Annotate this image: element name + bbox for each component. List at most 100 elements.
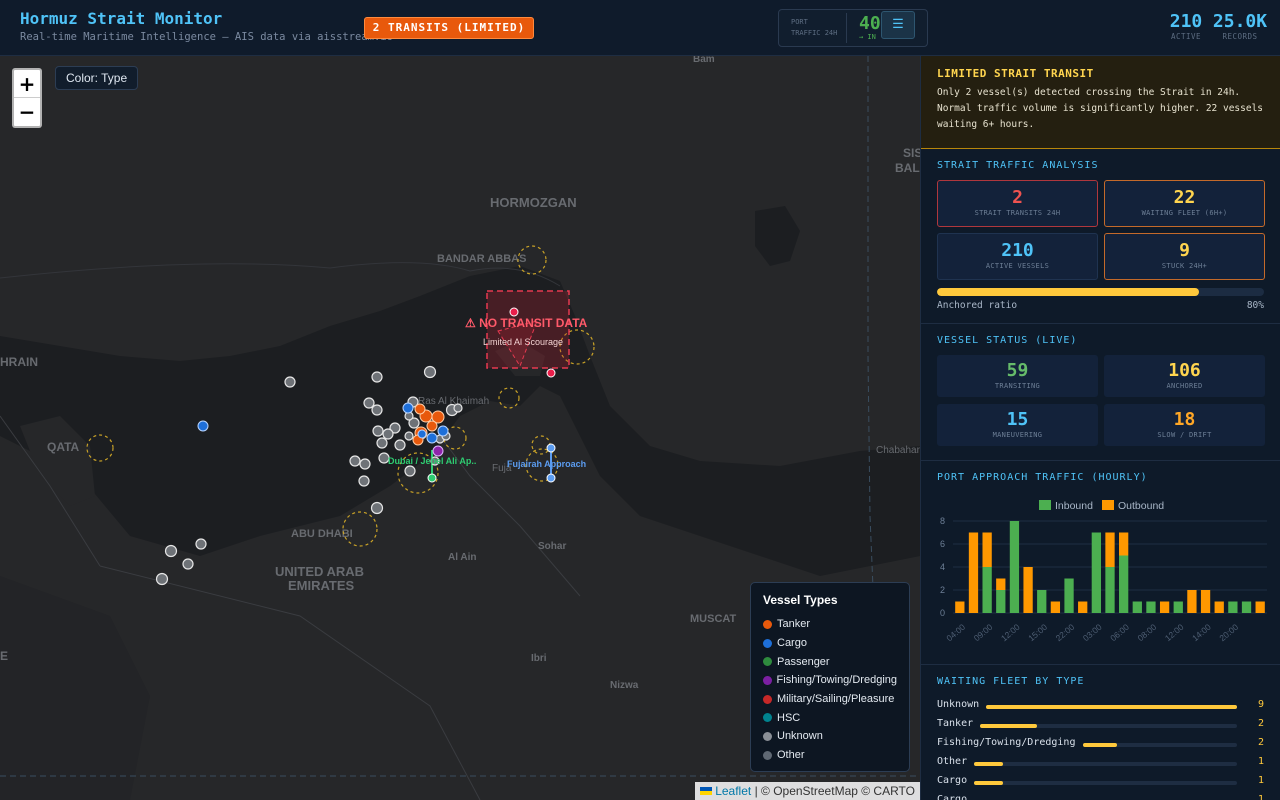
anchored-ratio-value: 80% [1246,300,1264,311]
place-label: Al Ain [448,552,477,563]
vessel-marker[interactable] [372,425,384,437]
anchored-ratio-fill [937,288,1199,296]
vessel-marker[interactable] [430,456,440,466]
y-tick-label: 6 [940,539,945,549]
vessel-marker[interactable] [182,558,194,570]
vessel-marker[interactable] [423,365,437,379]
vessel-marker[interactable] [164,544,178,558]
waiting-zone[interactable] [498,387,520,409]
vessel-marker[interactable] [432,445,444,457]
place-label: BANDAR ABBAS [437,253,526,265]
color-mode-toggle[interactable]: Color: Type [55,66,139,90]
card-label: ANCHORED [1166,382,1203,390]
waiting-zone[interactable] [559,329,595,365]
waiting-zone[interactable] [342,511,378,547]
zoom-out-button[interactable]: − [18,100,36,124]
vessel-marker[interactable] [359,458,371,470]
vessel-marker[interactable] [382,428,394,440]
vessel-marker[interactable] [404,431,414,441]
records-label: RECORDS [1222,32,1258,41]
waiting-zone[interactable] [397,452,439,494]
vessel-marker[interactable] [371,371,383,383]
alert-text: Only 2 vessel(s) detected crossing the S… [937,87,1264,130]
vessel-marker[interactable] [197,420,209,432]
legend-item: Other [763,746,897,765]
waiting-zone[interactable] [443,426,467,450]
strait-transit-zone[interactable] [486,290,570,369]
active-label: ACTIVE [1170,32,1202,41]
card-label: TRANSITING [994,382,1041,390]
vessel-status-section: VESSEL STATUS (LIVE) [921,324,1280,461]
vessel-types-legend: Vessel Types Tanker Cargo Passenger Fishing… [750,582,910,772]
vessel-marker[interactable] [358,475,370,487]
vessel-marker[interactable] [426,420,438,432]
place-label: Nizwa [610,680,639,691]
zoom-in-button[interactable]: + [14,70,40,98]
inbound-bar [1105,567,1115,613]
waiting-zone[interactable] [86,434,114,462]
vessel-marker[interactable] [509,307,519,317]
card-label: SLOW / DRIFT [1157,431,1212,439]
vessel-marker[interactable] [195,538,207,550]
vessel-marker[interactable] [453,403,463,413]
inbound-bar [1241,601,1252,613]
place-label: Chabahar [876,445,920,456]
place-label: Fuja [492,463,512,474]
vessel-map[interactable]: Bam HORMOZGAN BANDAR ABBAS SIS BAL HRAIN… [0,56,920,800]
legend-color-dot [763,675,772,685]
transit-status-badge[interactable]: 2 TRANSITS (LIMITED) [364,17,534,39]
vessel-marker[interactable] [437,425,449,437]
waiting-zone[interactable] [517,245,547,275]
alert-title: LIMITED STRAIT TRANSIT [937,67,1094,80]
vessel-marker[interactable] [402,402,414,414]
app-title: Hormuz Strait Monitor [20,9,223,28]
vessel-marker[interactable] [349,455,361,467]
vessel-marker[interactable] [414,403,426,415]
place-label: ABU DHABI [291,528,353,540]
waiting-fleet-type: Cargo [937,794,968,800]
vessel-marker[interactable] [426,432,438,444]
vessel-marker[interactable] [378,452,390,464]
vessel-marker[interactable] [546,368,556,378]
waiting-fleet-bar [979,724,1237,728]
vessel-marker[interactable] [431,410,445,424]
vessel-marker[interactable] [376,437,388,449]
vessel-marker[interactable] [404,465,416,477]
vessel-marker[interactable] [155,572,169,586]
outbound-bar [955,601,965,613]
leaflet-link[interactable]: Leaflet [715,784,752,798]
active-count: 210 [1169,11,1203,32]
vessel-marker[interactable] [408,417,420,429]
menu-button[interactable]: ☰ [881,11,915,39]
vessel-marker[interactable] [546,473,556,483]
waiting-fleet-row: Fishing/Towing/Dredging 2 [937,737,1264,756]
map-canvas[interactable]: Bam HORMOZGAN BANDAR ABBAS SIS BAL HRAIN… [0,56,920,800]
border-line [99,565,481,800]
vessel-marker[interactable] [370,501,384,515]
x-tick-label: 03:00 [1081,622,1104,644]
waiting-zone[interactable] [525,448,559,482]
vessels-unknown [155,365,463,586]
vessel-marker[interactable] [546,443,556,453]
vessel-marker[interactable] [427,473,437,483]
anchored-card: 106 ANCHORED [1104,355,1265,397]
maneuvering-card: 15 MANEUVERING [937,404,1098,446]
place-label: BAL [895,161,920,175]
vessel-marker[interactable] [363,397,375,409]
qatar-landmass [20,416,95,506]
vessel-marker[interactable] [371,404,383,416]
vessel-marker[interactable] [417,429,427,439]
vessel-marker[interactable] [389,422,401,434]
vessel-marker[interactable] [284,376,296,388]
waiting-fleet-row: Other 1 [937,756,1264,775]
vessel-marker[interactable] [394,439,406,451]
analysis-sidebar[interactable]: LIMITED STRAIT TRANSIT Only 2 vessel(s) … [920,56,1280,800]
port-traffic-section: PORT APPROACH TRAFFIC (HOURLY) [921,461,1280,665]
port-traffic-count: 40 [859,13,881,34]
legend-item: Fishing/Towing/Dredging [763,671,897,690]
x-tick-label: 09:00 [972,622,995,644]
records-count: 25.0K [1212,11,1268,32]
card-label: WAITING FLEET (6H+) [1141,209,1228,217]
waiting-fleet-type: Fishing/Towing/Dredging [937,737,1076,748]
